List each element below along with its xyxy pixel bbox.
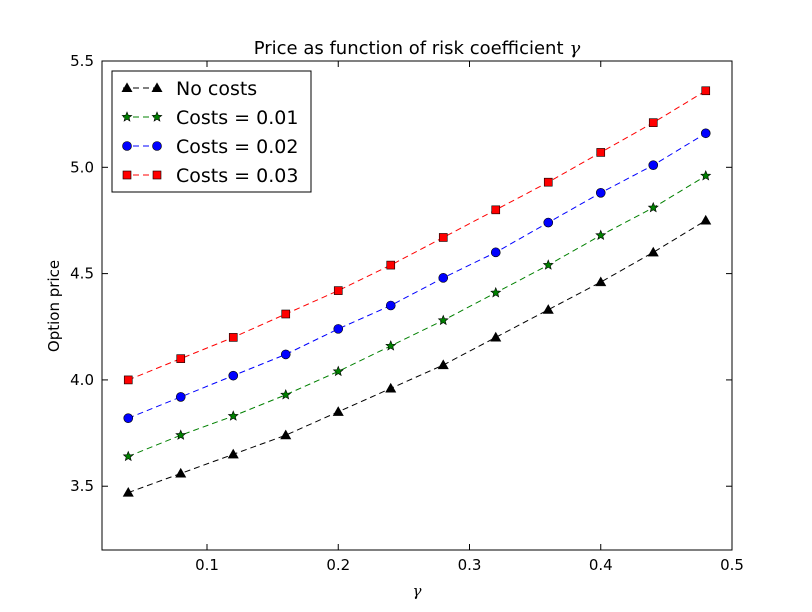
data-point-1-4 xyxy=(332,365,344,377)
series-3 xyxy=(123,86,711,385)
series-line-2 xyxy=(128,132,707,419)
legend-marker-start-1 xyxy=(121,111,133,122)
legend-marker-end-3 xyxy=(152,170,162,180)
chart-title-symbol: γ xyxy=(570,38,581,59)
data-point-0-7 xyxy=(490,331,502,342)
legend-marker-end-2 xyxy=(152,141,162,151)
series-0 xyxy=(122,214,712,497)
data-point-2-6 xyxy=(438,273,449,283)
data-point-3-6 xyxy=(438,233,448,242)
y-tick-label-2: 4.5 xyxy=(70,265,94,283)
legend-label-2: Costs = 0.02 xyxy=(176,136,298,158)
legend-marker-start-3 xyxy=(122,170,132,180)
series-line-0 xyxy=(128,220,707,494)
data-point-2-11 xyxy=(700,128,711,139)
plot-frame xyxy=(101,60,733,551)
data-point-1-5 xyxy=(385,340,397,351)
data-point-1-10 xyxy=(647,201,659,213)
data-point-2-0 xyxy=(123,413,134,423)
series-line-1 xyxy=(128,175,707,457)
data-point-1-2 xyxy=(227,410,239,421)
data-point-2-4 xyxy=(333,324,344,334)
x-tick-label-0: 0.1 xyxy=(195,556,219,574)
data-point-0-8 xyxy=(542,304,554,314)
chart-title-text: Price as function of risk coefficient xyxy=(254,38,564,59)
data-point-3-5 xyxy=(386,260,396,270)
data-point-3-2 xyxy=(228,333,238,342)
data-point-3-0 xyxy=(123,375,133,385)
data-point-2-2 xyxy=(228,370,239,381)
data-point-1-7 xyxy=(490,286,502,298)
y-axis-label: Option price xyxy=(45,260,63,352)
data-point-2-10 xyxy=(648,160,659,170)
legend-box xyxy=(111,70,312,193)
data-point-3-8 xyxy=(543,177,553,187)
series-line-3 xyxy=(128,90,707,381)
data-point-1-11 xyxy=(700,170,712,181)
legend-label-1: Costs = 0.01 xyxy=(176,107,298,129)
data-point-3-10 xyxy=(648,118,658,127)
ticks-layer: 0.1 0.2 0.3 0.4 0.5 3.5 4.0 4.5 5.0 5.5 xyxy=(70,52,744,574)
legend-marker-start-0 xyxy=(121,82,133,93)
x-axis-label: γ xyxy=(413,582,422,600)
data-point-0-10 xyxy=(647,246,659,257)
x-tick-label-3: 0.4 xyxy=(589,556,613,574)
legend-label-3: Costs = 0.03 xyxy=(176,165,298,187)
data-point-2-3 xyxy=(280,349,291,360)
data-point-0-0 xyxy=(122,486,134,497)
y-tick-label-4: 5.5 xyxy=(70,52,94,70)
data-point-1-3 xyxy=(280,388,292,400)
x-tick-label-2: 0.3 xyxy=(458,556,482,574)
y-tick-label-3: 5.0 xyxy=(70,158,94,176)
legend-marker-end-1 xyxy=(151,111,163,122)
x-tick-label-4: 0.5 xyxy=(720,556,744,574)
data-point-0-11 xyxy=(700,214,712,225)
data-point-3-1 xyxy=(176,354,186,363)
data-point-0-4 xyxy=(332,406,344,416)
legend-label-0: No costs xyxy=(176,78,257,100)
data-point-3-4 xyxy=(333,286,343,295)
data-point-0-2 xyxy=(227,448,239,459)
data-point-0-3 xyxy=(280,429,292,440)
legend-marker-end-0 xyxy=(151,82,163,93)
series-layer xyxy=(122,86,712,497)
data-point-0-6 xyxy=(437,359,449,370)
y-tick-label-1: 4.0 xyxy=(70,371,94,389)
data-point-2-7 xyxy=(490,247,501,258)
data-point-3-3 xyxy=(281,309,291,319)
data-point-1-6 xyxy=(437,314,449,326)
data-point-3-9 xyxy=(596,148,606,157)
series-1 xyxy=(122,170,712,462)
data-point-2-5 xyxy=(385,300,396,311)
data-point-0-5 xyxy=(385,382,397,393)
data-point-2-9 xyxy=(595,188,606,198)
data-point-0-9 xyxy=(595,276,607,287)
data-point-1-9 xyxy=(595,229,607,241)
data-point-3-7 xyxy=(491,205,501,215)
x-tick-label-1: 0.2 xyxy=(326,556,350,574)
data-point-3-11 xyxy=(701,86,711,96)
data-point-2-1 xyxy=(175,392,186,402)
data-point-2-8 xyxy=(543,217,554,228)
y-tick-label-0: 3.5 xyxy=(70,477,94,495)
legend-marker-start-2 xyxy=(122,141,132,151)
data-point-1-1 xyxy=(175,429,187,440)
data-point-0-1 xyxy=(175,467,187,478)
data-point-1-8 xyxy=(542,259,554,270)
series-2 xyxy=(123,128,711,423)
chart-title: Price as function of risk coefficient γ xyxy=(254,38,581,59)
data-point-1-0 xyxy=(122,450,134,462)
legend: No costs Costs = 0.01 Costs = 0.02 Costs = … xyxy=(111,70,312,193)
